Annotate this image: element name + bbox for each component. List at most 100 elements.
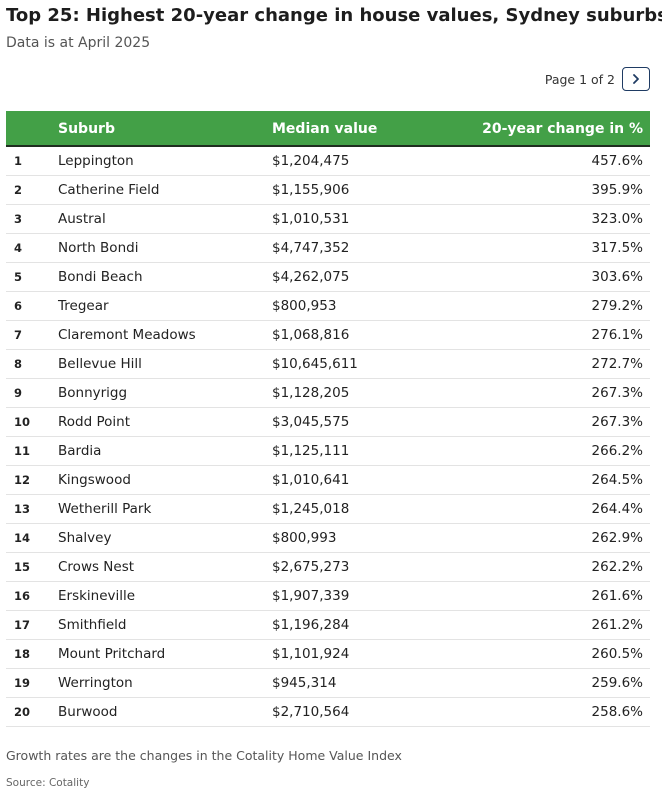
table-row: 11 Bardia $1,125,111 266.2% xyxy=(6,437,650,466)
median-value-cell: $1,204,475 xyxy=(272,153,350,169)
table-row: 13 Wetherill Park $1,245,018 264.4% xyxy=(6,495,650,524)
rank-cell: 10 xyxy=(14,415,31,429)
change-cell: 267.3% xyxy=(591,414,643,430)
rank-cell: 7 xyxy=(14,328,23,342)
median-value-cell: $4,262,075 xyxy=(272,269,350,285)
suburb-cell: Claremont Meadows xyxy=(58,327,196,343)
suburb-cell: Kingswood xyxy=(58,472,131,488)
table-header: Suburb Median value 20-year change in % xyxy=(6,111,650,147)
table-row: 15 Crows Nest $2,675,273 262.2% xyxy=(6,553,650,582)
suburb-cell: Bellevue Hill xyxy=(58,356,142,372)
rank-cell: 16 xyxy=(14,589,31,603)
rank-cell: 14 xyxy=(14,531,31,545)
change-cell: 261.2% xyxy=(591,617,643,633)
table-row: 4 North Bondi $4,747,352 317.5% xyxy=(6,234,650,263)
median-value-cell: $1,196,284 xyxy=(272,617,350,633)
suburb-cell: Bondi Beach xyxy=(58,269,143,285)
change-cell: 259.6% xyxy=(591,675,643,691)
table-row: 3 Austral $1,010,531 323.0% xyxy=(6,205,650,234)
page-title: Top 25: Highest 20-year change in house … xyxy=(6,5,662,26)
median-value-cell: $1,068,816 xyxy=(272,327,350,343)
rank-cell: 18 xyxy=(14,647,31,661)
table-row: 19 Werrington $945,314 259.6% xyxy=(6,669,650,698)
suburb-cell: Rodd Point xyxy=(58,414,130,430)
rank-cell: 1 xyxy=(14,154,23,168)
change-cell: 272.7% xyxy=(591,356,643,372)
median-value-cell: $3,045,575 xyxy=(272,414,350,430)
change-cell: 276.1% xyxy=(591,327,643,343)
data-table: Suburb Median value 20-year change in % … xyxy=(6,111,650,727)
median-value-cell: $1,907,339 xyxy=(272,588,350,604)
change-cell: 395.9% xyxy=(591,182,643,198)
rank-cell: 15 xyxy=(14,560,31,574)
suburb-cell: Smithfield xyxy=(58,617,127,633)
suburb-cell: Burwood xyxy=(58,704,118,720)
table-row: 2 Catherine Field $1,155,906 395.9% xyxy=(6,176,650,205)
median-value-cell: $1,010,531 xyxy=(272,211,350,227)
column-header-median-value[interactable]: Median value xyxy=(272,121,378,137)
column-header-change[interactable]: 20-year change in % xyxy=(482,121,643,137)
change-cell: 317.5% xyxy=(591,240,643,256)
suburb-cell: Wetherill Park xyxy=(58,501,152,517)
rank-cell: 12 xyxy=(14,473,31,487)
chevron-right-icon xyxy=(633,74,639,84)
table-row: 17 Smithfield $1,196,284 261.2% xyxy=(6,611,650,640)
median-value-cell: $1,101,924 xyxy=(272,646,350,662)
rank-cell: 13 xyxy=(14,502,31,516)
median-value-cell: $4,747,352 xyxy=(272,240,350,256)
suburb-cell: Crows Nest xyxy=(58,559,135,575)
suburb-cell: Werrington xyxy=(58,675,133,691)
rank-cell: 8 xyxy=(14,357,23,371)
suburb-cell: Erskineville xyxy=(58,588,136,604)
rank-cell: 9 xyxy=(14,386,23,400)
suburb-cell: Austral xyxy=(58,211,106,227)
rank-cell: 4 xyxy=(14,241,23,255)
table-body: 1 Leppington $1,204,475 457.6% 2 Catherine Fi… xyxy=(6,147,650,727)
rank-cell: 11 xyxy=(14,444,31,458)
table-row: 12 Kingswood $1,010,641 264.5% xyxy=(6,466,650,495)
column-header-suburb[interactable]: Suburb xyxy=(58,121,115,137)
change-cell: 260.5% xyxy=(591,646,643,662)
rank-cell: 20 xyxy=(14,705,31,719)
change-cell: 261.6% xyxy=(591,588,643,604)
table-row: 10 Rodd Point $3,045,575 267.3% xyxy=(6,408,650,437)
rank-cell: 5 xyxy=(14,270,23,284)
table-row: 14 Shalvey $800,993 262.9% xyxy=(6,524,650,553)
table-row: 9 Bonnyrigg $1,128,205 267.3% xyxy=(6,379,650,408)
footnote: Growth rates are the changes in the Cota… xyxy=(6,748,402,763)
table-row: 20 Burwood $2,710,564 258.6% xyxy=(6,698,650,727)
rank-cell: 3 xyxy=(14,212,23,226)
table-row: 5 Bondi Beach $4,262,075 303.6% xyxy=(6,263,650,292)
median-value-cell: $1,125,111 xyxy=(272,443,350,459)
change-cell: 267.3% xyxy=(591,385,643,401)
median-value-cell: $1,245,018 xyxy=(272,501,350,517)
subtitle: Data is at April 2025 xyxy=(6,35,151,51)
table-row: 1 Leppington $1,204,475 457.6% xyxy=(6,147,650,176)
change-cell: 264.5% xyxy=(591,472,643,488)
table-row: 8 Bellevue Hill $10,645,611 272.7% xyxy=(6,350,650,379)
rank-cell: 2 xyxy=(14,183,23,197)
suburb-cell: Mount Pritchard xyxy=(58,646,166,662)
median-value-cell: $945,314 xyxy=(272,675,337,691)
median-value-cell: $1,128,205 xyxy=(272,385,350,401)
rank-cell: 6 xyxy=(14,299,23,313)
pagination: Page 1 of 2 xyxy=(545,66,650,92)
table-row: 18 Mount Pritchard $1,101,924 260.5% xyxy=(6,640,650,669)
change-cell: 457.6% xyxy=(591,153,643,169)
median-value-cell: $1,010,641 xyxy=(272,472,350,488)
next-page-button[interactable] xyxy=(622,67,650,91)
rank-cell: 19 xyxy=(14,676,31,690)
rank-cell: 17 xyxy=(14,618,31,632)
source-note: Source: Cotality xyxy=(6,777,90,789)
page-indicator: Page 1 of 2 xyxy=(544,71,615,87)
change-cell: 279.2% xyxy=(591,298,643,314)
table-row: 6 Tregear $800,953 279.2% xyxy=(6,292,650,321)
change-cell: 303.6% xyxy=(591,269,643,285)
suburb-cell: North Bondi xyxy=(58,240,139,256)
median-value-cell: $2,710,564 xyxy=(272,704,350,720)
table-row: 16 Erskineville $1,907,339 261.6% xyxy=(6,582,650,611)
suburb-cell: Leppington xyxy=(58,153,134,169)
suburb-cell: Bardia xyxy=(58,443,102,459)
suburb-cell: Shalvey xyxy=(58,530,112,546)
